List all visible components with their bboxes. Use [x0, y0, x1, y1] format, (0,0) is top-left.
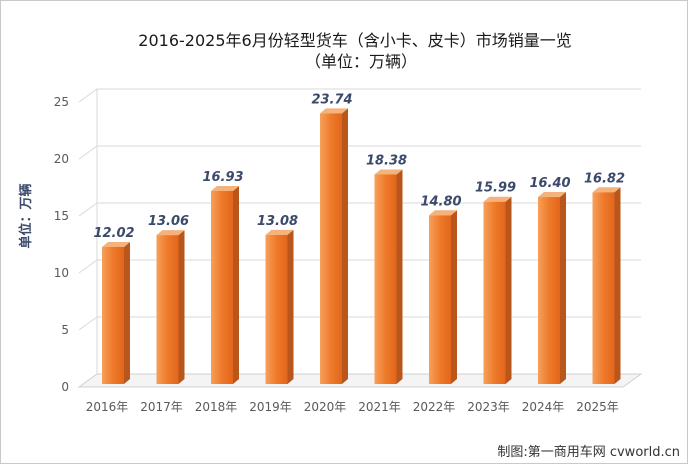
y-tick-label: 0	[61, 380, 69, 394]
bar: 16.40	[529, 176, 571, 384]
x-category-label: 2023年	[467, 400, 510, 414]
bar-front-face	[538, 197, 560, 384]
x-category-label: 2018年	[195, 400, 238, 414]
bar-value-label: 18.38	[366, 153, 407, 168]
bar-top-face	[265, 229, 294, 235]
bar-top-face	[211, 185, 239, 191]
bar-side-face	[505, 196, 512, 384]
bar-value-label: 13.06	[148, 214, 189, 229]
bar: 16.93	[202, 170, 244, 384]
bar-front-face	[592, 192, 615, 384]
bar-front-face	[483, 201, 506, 384]
y-tick-label: 25	[54, 95, 69, 109]
x-category-label: 2025年	[576, 400, 619, 414]
bar-value-label: 16.93	[202, 170, 243, 185]
bar-side-face	[614, 187, 621, 384]
gridline	[78, 145, 641, 160]
bar-side-face	[560, 192, 566, 384]
bar-value-label: 12.02	[93, 226, 134, 241]
bar: 23.74	[311, 92, 353, 384]
y-axis-title: 单位：万辆	[18, 183, 34, 248]
source-credit: 制图:第一商用车网 cvworld.cn	[497, 444, 680, 460]
bar-front-face	[320, 113, 342, 384]
bar-front-face	[211, 190, 233, 384]
bar: 12.02	[93, 226, 135, 384]
bar-top-face	[374, 169, 403, 175]
gridline	[78, 259, 641, 274]
gridlines	[78, 88, 641, 374]
bar-value-label: 15.99	[475, 181, 516, 196]
bar-front-face	[429, 215, 451, 384]
y-tick-label: 5	[61, 323, 69, 337]
bar: 14.80	[420, 194, 462, 384]
bar-side-face	[287, 229, 294, 384]
bar-top-face	[156, 230, 185, 236]
bar-top-face	[538, 192, 566, 198]
bar-top-face	[102, 241, 130, 247]
gridline	[78, 202, 641, 217]
bar: 16.82	[584, 171, 625, 384]
x-category-label: 2019年	[249, 400, 292, 414]
bar-value-label: 16.40	[529, 176, 570, 191]
bar-top-face	[592, 187, 621, 193]
bar: 13.06	[148, 214, 189, 384]
bar-front-face	[156, 235, 179, 384]
y-tick-label: 10	[54, 266, 69, 280]
bar-side-face	[124, 241, 130, 384]
y-axis-ticks: 0 5 10 15 20 25	[54, 95, 69, 394]
bar-value-label: 14.80	[420, 194, 461, 209]
bar-top-face	[483, 196, 512, 202]
bar: 18.38	[366, 153, 407, 384]
x-category-label: 2016年	[86, 400, 129, 414]
chart-title: 2016-2025年6月份轻型货车（含小卡、皮卡）市场销量一览	[138, 31, 571, 50]
bar-value-label: 23.74	[311, 92, 352, 107]
bar-front-face	[102, 246, 124, 384]
bar-front-face	[265, 234, 288, 384]
bar-side-face	[342, 108, 348, 384]
x-category-label: 2017年	[140, 400, 183, 414]
bar-series: 12.02 13.06 16.93 13.08 23.74 18.38 14.80 15.99…	[93, 92, 625, 384]
x-category-label: 2020年	[304, 400, 347, 414]
bar-top-face	[320, 108, 348, 114]
gridline	[78, 88, 641, 103]
x-category-label: 2022年	[413, 400, 456, 414]
x-category-label: 2024年	[522, 400, 565, 414]
bar: 15.99	[475, 181, 516, 384]
bar: 13.08	[257, 214, 298, 384]
bar-top-face	[429, 210, 457, 216]
bar-side-face	[233, 185, 239, 384]
x-category-label: 2021年	[358, 400, 401, 414]
bar-side-face	[396, 169, 403, 384]
gridline	[78, 316, 641, 331]
bar-front-face	[374, 174, 397, 384]
bar-value-label: 16.82	[584, 171, 625, 186]
bar-value-label: 13.08	[257, 214, 298, 229]
chart-subtitle: （单位：万辆）	[305, 52, 417, 71]
y-tick-label: 20	[54, 152, 69, 166]
bar-side-face	[178, 230, 185, 384]
y-tick-label: 15	[54, 209, 69, 223]
x-axis-labels: 2016年 2017年 2018年 2019年 2020年 2021年 2022年 2023年…	[86, 400, 619, 414]
bar-side-face	[451, 210, 457, 384]
